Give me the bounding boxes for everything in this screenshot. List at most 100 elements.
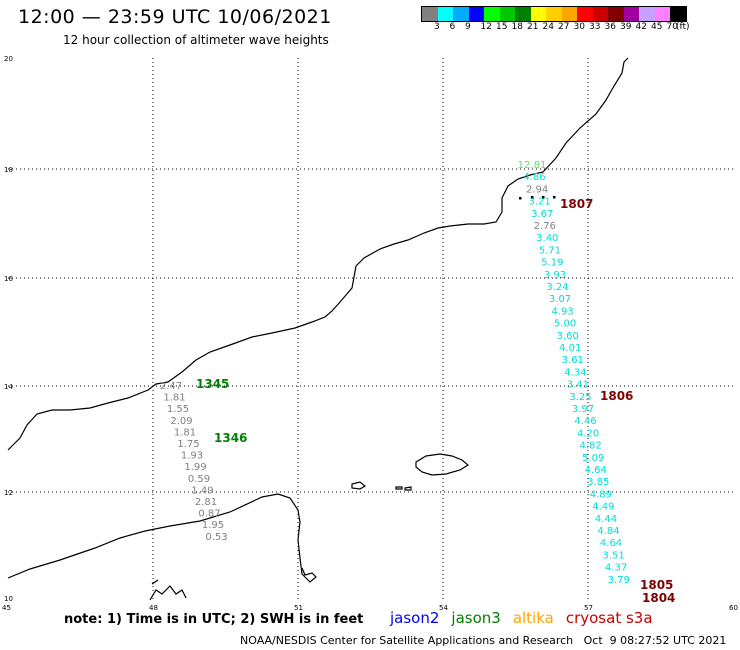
jason3-wave-height-label: 0.87 [198, 509, 220, 520]
legend-swatch [468, 7, 484, 21]
legend-swatch [561, 7, 577, 21]
jason3-wave-height-label: 1.55 [167, 404, 189, 415]
satellite-name: cryosat s3a [565, 609, 653, 627]
credit-line: NOAA/NESDIS Center for Satellite Applica… [240, 634, 727, 647]
track-point [553, 196, 556, 199]
cryosat-wave-height-label: 5.71 [539, 245, 561, 256]
legend-label: (ft) [676, 22, 690, 32]
legend-swatch [623, 7, 639, 21]
cryosat-wave-height-label: 3.51 [602, 550, 624, 561]
pass-time-label: 1345 [196, 377, 229, 391]
legend-swatch [515, 7, 531, 21]
cryosat-wave-height-label: 3.79 [608, 575, 630, 586]
legend-label: 39 [620, 22, 632, 32]
legend-swatch [437, 7, 453, 21]
cryosat-wave-height-label: 5.09 [582, 453, 604, 464]
legend-label: 18 [511, 22, 523, 32]
jason3-wave-height-label: 1.81 [174, 427, 196, 438]
jason3-wave-height-label: 2.47 [160, 381, 182, 392]
legend-label: 70 [666, 22, 678, 32]
cryosat-wave-height-label: 3.60 [557, 331, 579, 342]
cryosat-wave-height-label: 3.67 [531, 209, 553, 220]
cryosat-wave-height-label: 4.89 [590, 489, 612, 500]
coastline-arabian-peninsula [7, 57, 629, 583]
legend-label: 6 [449, 22, 456, 32]
lat-lon-grid [8, 58, 735, 600]
pass-time-label: 1805 [640, 578, 673, 592]
cryosat-wave-height-label: 2.94 [526, 184, 548, 195]
color-scale-legend [421, 6, 687, 22]
legend-label: 3 [434, 22, 440, 32]
legend-label: 30 [573, 22, 585, 32]
legend-label: 24 [542, 22, 554, 32]
pass-time-label: 1807 [560, 197, 593, 211]
legend-label: 36 [604, 22, 616, 32]
cryosat-wave-height-label: 4.34 [564, 367, 586, 378]
legend-label: 45 [651, 22, 663, 32]
island-abd-al-kuri [351, 481, 367, 490]
map-title: 12:00 — 23:59 UTC 10/06/2021 [18, 6, 332, 28]
legend-swatch [422, 7, 438, 21]
latitude-label: 12 [4, 489, 13, 497]
legend-swatch [484, 7, 500, 21]
legend-swatch [639, 7, 655, 21]
island-small-1 [395, 486, 403, 490]
cryosat-wave-height-label: 3.97 [572, 404, 594, 415]
longitude-label: 45 [2, 604, 11, 612]
jason3-wave-height-label: 1.81 [163, 393, 185, 404]
jason3-track-labels: 2.471.811.552.091.811.751.931.990.591.49… [160, 381, 228, 543]
legend-swatch [530, 7, 546, 21]
legend-swatch [608, 7, 624, 21]
map-frame [8, 58, 735, 601]
jason3-wave-height-label: 1.49 [191, 485, 213, 496]
cryosat-track-labels: 12.814.862.943.213.672.763.405.715.193.9… [518, 160, 630, 586]
islands-bottom-left [149, 579, 187, 601]
jason3-wave-height-label: 0.59 [188, 474, 210, 485]
legend-swatch [453, 7, 469, 21]
legend-label: 21 [527, 22, 539, 32]
jason3-wave-height-label: 1.75 [177, 439, 199, 450]
satellite-name: jason3 [451, 609, 501, 627]
jason3-wave-height-label: 0.53 [205, 532, 227, 543]
satellite-name: jason2 [390, 609, 440, 627]
cryosat-wave-height-label: 4.44 [595, 514, 617, 525]
legend-label: 33 [589, 22, 601, 32]
latitude-label: 20 [4, 55, 13, 63]
units-note: note: 1) Time is in UTC; 2) SWH is in fe… [64, 612, 364, 627]
legend-swatch [592, 7, 608, 21]
jason3-wave-height-label: 1.99 [184, 462, 206, 473]
cryosat-wave-height-label: 4.46 [574, 416, 596, 427]
jason3-wave-height-label: 1.93 [181, 451, 203, 462]
longitude-label: 48 [149, 604, 158, 612]
cryosat-wave-height-label: 3.85 [587, 477, 609, 488]
legend-label: 9 [465, 22, 471, 32]
cryosat-wave-height-label: 3.07 [549, 294, 571, 305]
cryosat-wave-height-label: 12.81 [518, 160, 547, 171]
cryosat-wave-height-label: 4.84 [597, 526, 619, 537]
cryosat-wave-height-label: 3.61 [562, 355, 584, 366]
legend-swatch [577, 7, 593, 21]
cryosat-wave-height-label: 2.76 [534, 221, 556, 232]
legend-swatch [670, 7, 686, 21]
latitude-label: 18 [4, 166, 13, 174]
pass-time-label: 1804 [642, 591, 675, 605]
jason3-wave-height-label: 2.81 [195, 497, 217, 508]
cryosat-wave-height-label: 4.64 [600, 538, 622, 549]
cryosat-wave-height-label: 3.25 [569, 392, 591, 403]
cryosat-wave-height-label: 4.86 [523, 172, 545, 183]
jason3-wave-height-label: 1.95 [202, 520, 224, 531]
cryosat-wave-height-label: 4.01 [559, 343, 581, 354]
track-dots [519, 196, 556, 200]
cryosat-wave-height-label: 4.93 [551, 306, 573, 317]
cryosat-wave-height-label: 3.21 [529, 197, 551, 208]
map-subtitle: 12 hour collection of altimeter wave hei… [63, 33, 329, 47]
track-point [542, 196, 545, 199]
legend-swatch [654, 7, 670, 21]
latitude-label: 14 [4, 383, 13, 391]
legend-label: 27 [558, 22, 570, 32]
cryosat-wave-height-label: 3.93 [544, 270, 566, 281]
legend-swatch [499, 7, 515, 21]
legend-label: 12 [480, 22, 492, 32]
